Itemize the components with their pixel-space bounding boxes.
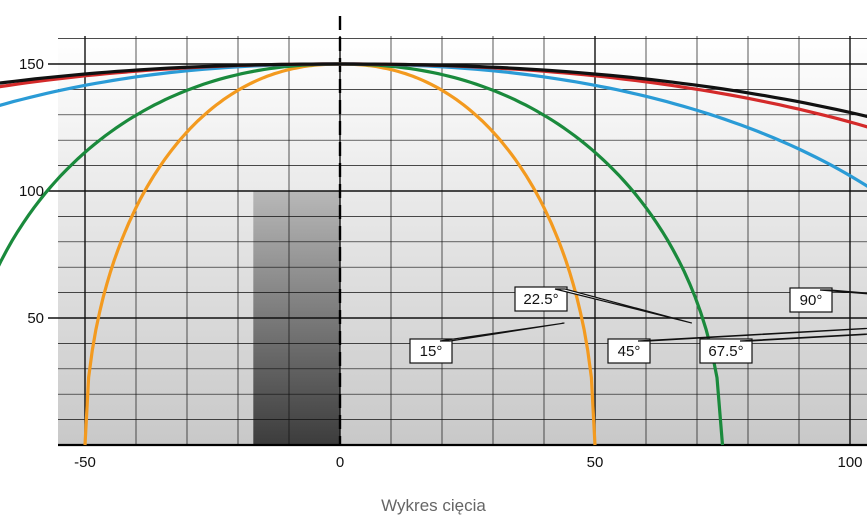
callout-22.5: 22.5° <box>514 286 693 324</box>
x-tick-label: -50 <box>74 454 96 471</box>
callout-67.5: 67.5° <box>699 333 867 364</box>
x-tick-label: 0 <box>336 454 344 471</box>
x-tick-label: 50 <box>587 454 604 471</box>
y-tick-label: 50 <box>27 310 44 327</box>
callout-label: 45° <box>618 343 641 360</box>
chart-caption: Wykres cięcia <box>381 496 486 515</box>
callout-label: 90° <box>800 292 823 309</box>
callout-label: 15° <box>420 343 443 360</box>
callout-label: 67.5° <box>708 343 743 360</box>
callout-45: 45° <box>607 327 867 364</box>
y-tick-label: 100 <box>19 183 44 200</box>
callout-90: 90° <box>789 287 867 313</box>
callout-15: 15° <box>409 322 565 364</box>
y-tick-label: 150 <box>19 56 44 73</box>
curve-90 <box>0 62 867 118</box>
callout-label: 22.5° <box>523 291 558 308</box>
x-tick-label: 100 <box>837 454 862 471</box>
curve-45 <box>0 62 867 188</box>
